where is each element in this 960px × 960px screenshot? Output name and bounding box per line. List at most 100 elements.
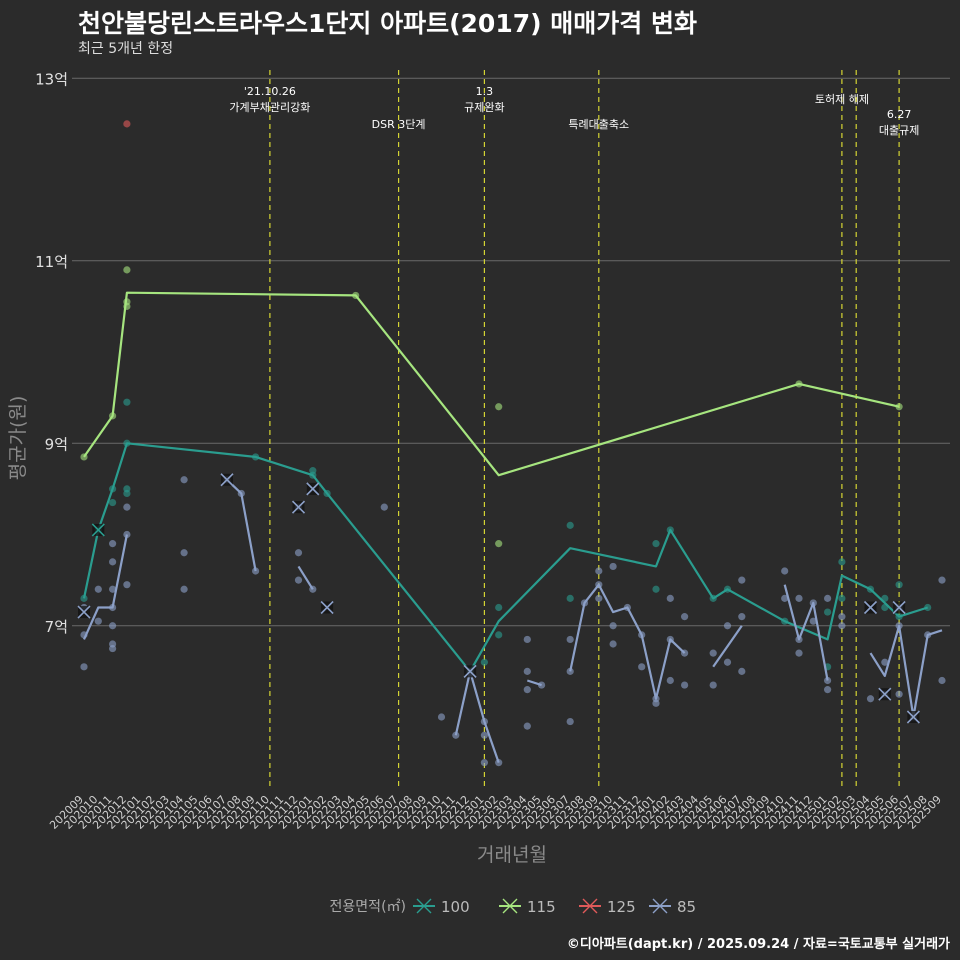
data-point-85 <box>681 613 689 621</box>
data-point-100 <box>480 658 488 666</box>
data-point-85 <box>795 649 803 657</box>
y-axis-label: 평균가(원) <box>7 396 29 481</box>
cross-mark-100 <box>91 523 105 537</box>
data-point-85 <box>723 658 732 666</box>
data-point-85 <box>866 695 875 703</box>
cross-mark-85 <box>77 605 91 619</box>
data-point-100 <box>123 439 131 447</box>
data-point-115 <box>895 403 903 411</box>
series-line-100 <box>82 442 929 673</box>
data-point-85 <box>580 599 589 607</box>
data-point-100 <box>709 594 717 602</box>
series-line-85 <box>712 625 743 668</box>
data-point-85 <box>781 567 789 575</box>
data-point-85 <box>738 613 746 621</box>
annotation-text: 대출규제 <box>879 124 919 137</box>
data-point-100 <box>881 594 889 602</box>
data-point-85 <box>609 640 617 648</box>
data-point-85 <box>294 576 303 584</box>
data-point-100 <box>109 498 117 507</box>
data-point-85 <box>709 649 717 657</box>
data-point-100 <box>652 585 660 593</box>
data-point-85 <box>523 686 531 694</box>
data-point-85 <box>781 594 789 602</box>
data-point-100 <box>495 631 503 639</box>
data-point-85 <box>824 686 832 694</box>
annotation-text: 가계부채관리강화 <box>229 101 310 114</box>
data-point-100 <box>109 485 117 493</box>
data-point-100 <box>80 594 88 602</box>
data-point-115 <box>795 380 803 388</box>
annotation-text: 6.27 <box>887 108 912 121</box>
data-point-85 <box>938 576 946 584</box>
data-point-115 <box>123 302 131 310</box>
data-point-85 <box>180 585 188 593</box>
data-point-85 <box>452 731 460 739</box>
annotation-text: 규제완화 <box>464 101 504 114</box>
y-axis-ticks: 7억 9억 11억 13억 <box>35 70 68 636</box>
series-line-85 <box>82 534 128 640</box>
data-point-85 <box>523 667 531 675</box>
data-point-85 <box>723 622 732 630</box>
annotation-text: 1.3 <box>476 85 494 98</box>
data-point-85 <box>566 667 574 675</box>
y-tick-label: 9억 <box>45 435 68 453</box>
data-point-85 <box>609 562 617 571</box>
legend-label-115: 115 <box>527 898 556 916</box>
cross-mark-85 <box>320 600 334 615</box>
series-line-85 <box>297 565 314 590</box>
data-point-115 <box>352 291 360 300</box>
cross-mark-85 <box>863 600 878 615</box>
data-point-85 <box>666 594 674 602</box>
data-point-85 <box>895 690 903 698</box>
data-point-85 <box>938 676 946 685</box>
cross-mark-85 <box>291 500 306 514</box>
cross-mark-85 <box>906 710 920 724</box>
data-point-85 <box>109 603 117 612</box>
annotation-text: DSR 3단계 <box>372 118 426 131</box>
data-point-85 <box>109 540 117 548</box>
data-point-100 <box>881 603 889 612</box>
data-point-85 <box>480 717 488 726</box>
data-point-85 <box>666 676 674 685</box>
data-point-100 <box>924 603 932 612</box>
data-point-100 <box>123 489 131 498</box>
data-point-100 <box>309 467 317 475</box>
x-axis-label: 거래년월 <box>477 844 547 866</box>
data-point-85 <box>180 476 188 484</box>
data-point-100 <box>838 594 846 602</box>
series-100 <box>80 398 932 675</box>
data-point-100 <box>781 617 789 625</box>
data-point-85 <box>109 622 117 630</box>
data-point-100 <box>866 585 875 593</box>
data-point-85 <box>80 631 88 639</box>
data-point-115 <box>109 412 117 420</box>
data-point-85 <box>566 717 574 726</box>
series-line-115 <box>83 291 900 477</box>
data-point-85 <box>123 530 131 539</box>
annotation-text: '21.10.26 <box>244 85 296 98</box>
data-point-85 <box>123 503 131 511</box>
data-point-115 <box>495 540 503 548</box>
data-point-85 <box>681 681 689 689</box>
data-point-100 <box>895 613 903 621</box>
data-point-100 <box>123 398 131 406</box>
source-caption: ©디아파트(dapt.kr) / 2025.09.24 / 자료=국토교통부 실… <box>566 937 950 952</box>
series-115 <box>80 266 903 548</box>
data-point-100 <box>495 603 503 612</box>
data-point-85 <box>480 759 488 767</box>
data-point-85 <box>681 649 689 657</box>
data-point-115 <box>495 403 503 411</box>
data-point-125 <box>123 120 131 128</box>
series-marks <box>77 120 946 767</box>
data-point-85 <box>824 676 832 685</box>
data-point-85 <box>437 713 446 721</box>
data-point-85 <box>623 603 632 612</box>
data-point-100 <box>666 526 674 534</box>
data-point-85 <box>809 617 817 625</box>
series-line-85 <box>783 584 829 681</box>
legend-label-125: 125 <box>607 898 636 916</box>
data-point-100 <box>252 453 260 461</box>
